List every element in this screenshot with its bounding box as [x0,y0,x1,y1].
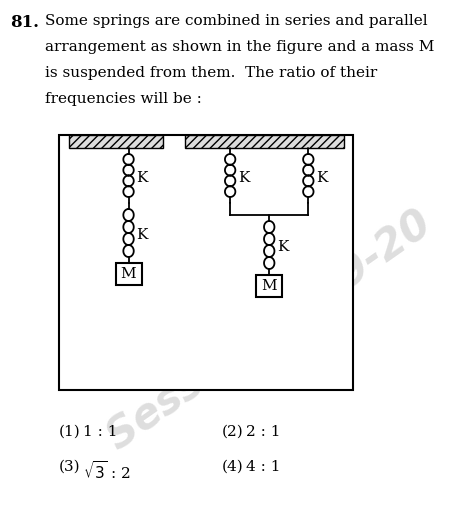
Text: 2 : 1: 2 : 1 [246,425,280,439]
Bar [59,135,353,390]
Text: (3): (3) [59,460,81,474]
Bar [70,135,163,148]
Bar [116,263,142,285]
Text: M: M [262,279,277,293]
Text: 81.: 81. [10,14,39,31]
Text: K: K [316,171,328,184]
Text: K: K [137,171,148,184]
Bar [256,275,282,297]
Text: frequencies will be :: frequencies will be : [45,92,202,106]
Text: 4 : 1: 4 : 1 [246,460,280,474]
Bar [185,135,344,148]
Text: Some springs are combined in series and parallel: Some springs are combined in series and … [45,14,428,28]
Text: 1 : 1: 1 : 1 [83,425,118,439]
Text: K: K [277,240,289,254]
Text: $\sqrt{3}$ : 2: $\sqrt{3}$ : 2 [83,460,131,482]
Text: (1): (1) [59,425,81,439]
Text: Session 2019-20: Session 2019-20 [99,202,439,458]
Text: K: K [137,228,148,242]
Text: (2): (2) [221,425,243,439]
Text: M: M [121,267,137,281]
Text: arrangement as shown in the figure and a mass M: arrangement as shown in the figure and a… [45,40,435,54]
Text: K: K [238,171,249,184]
Text: (4): (4) [221,460,243,474]
Text: is suspended from them.  The ratio of their: is suspended from them. The ratio of the… [45,66,377,80]
